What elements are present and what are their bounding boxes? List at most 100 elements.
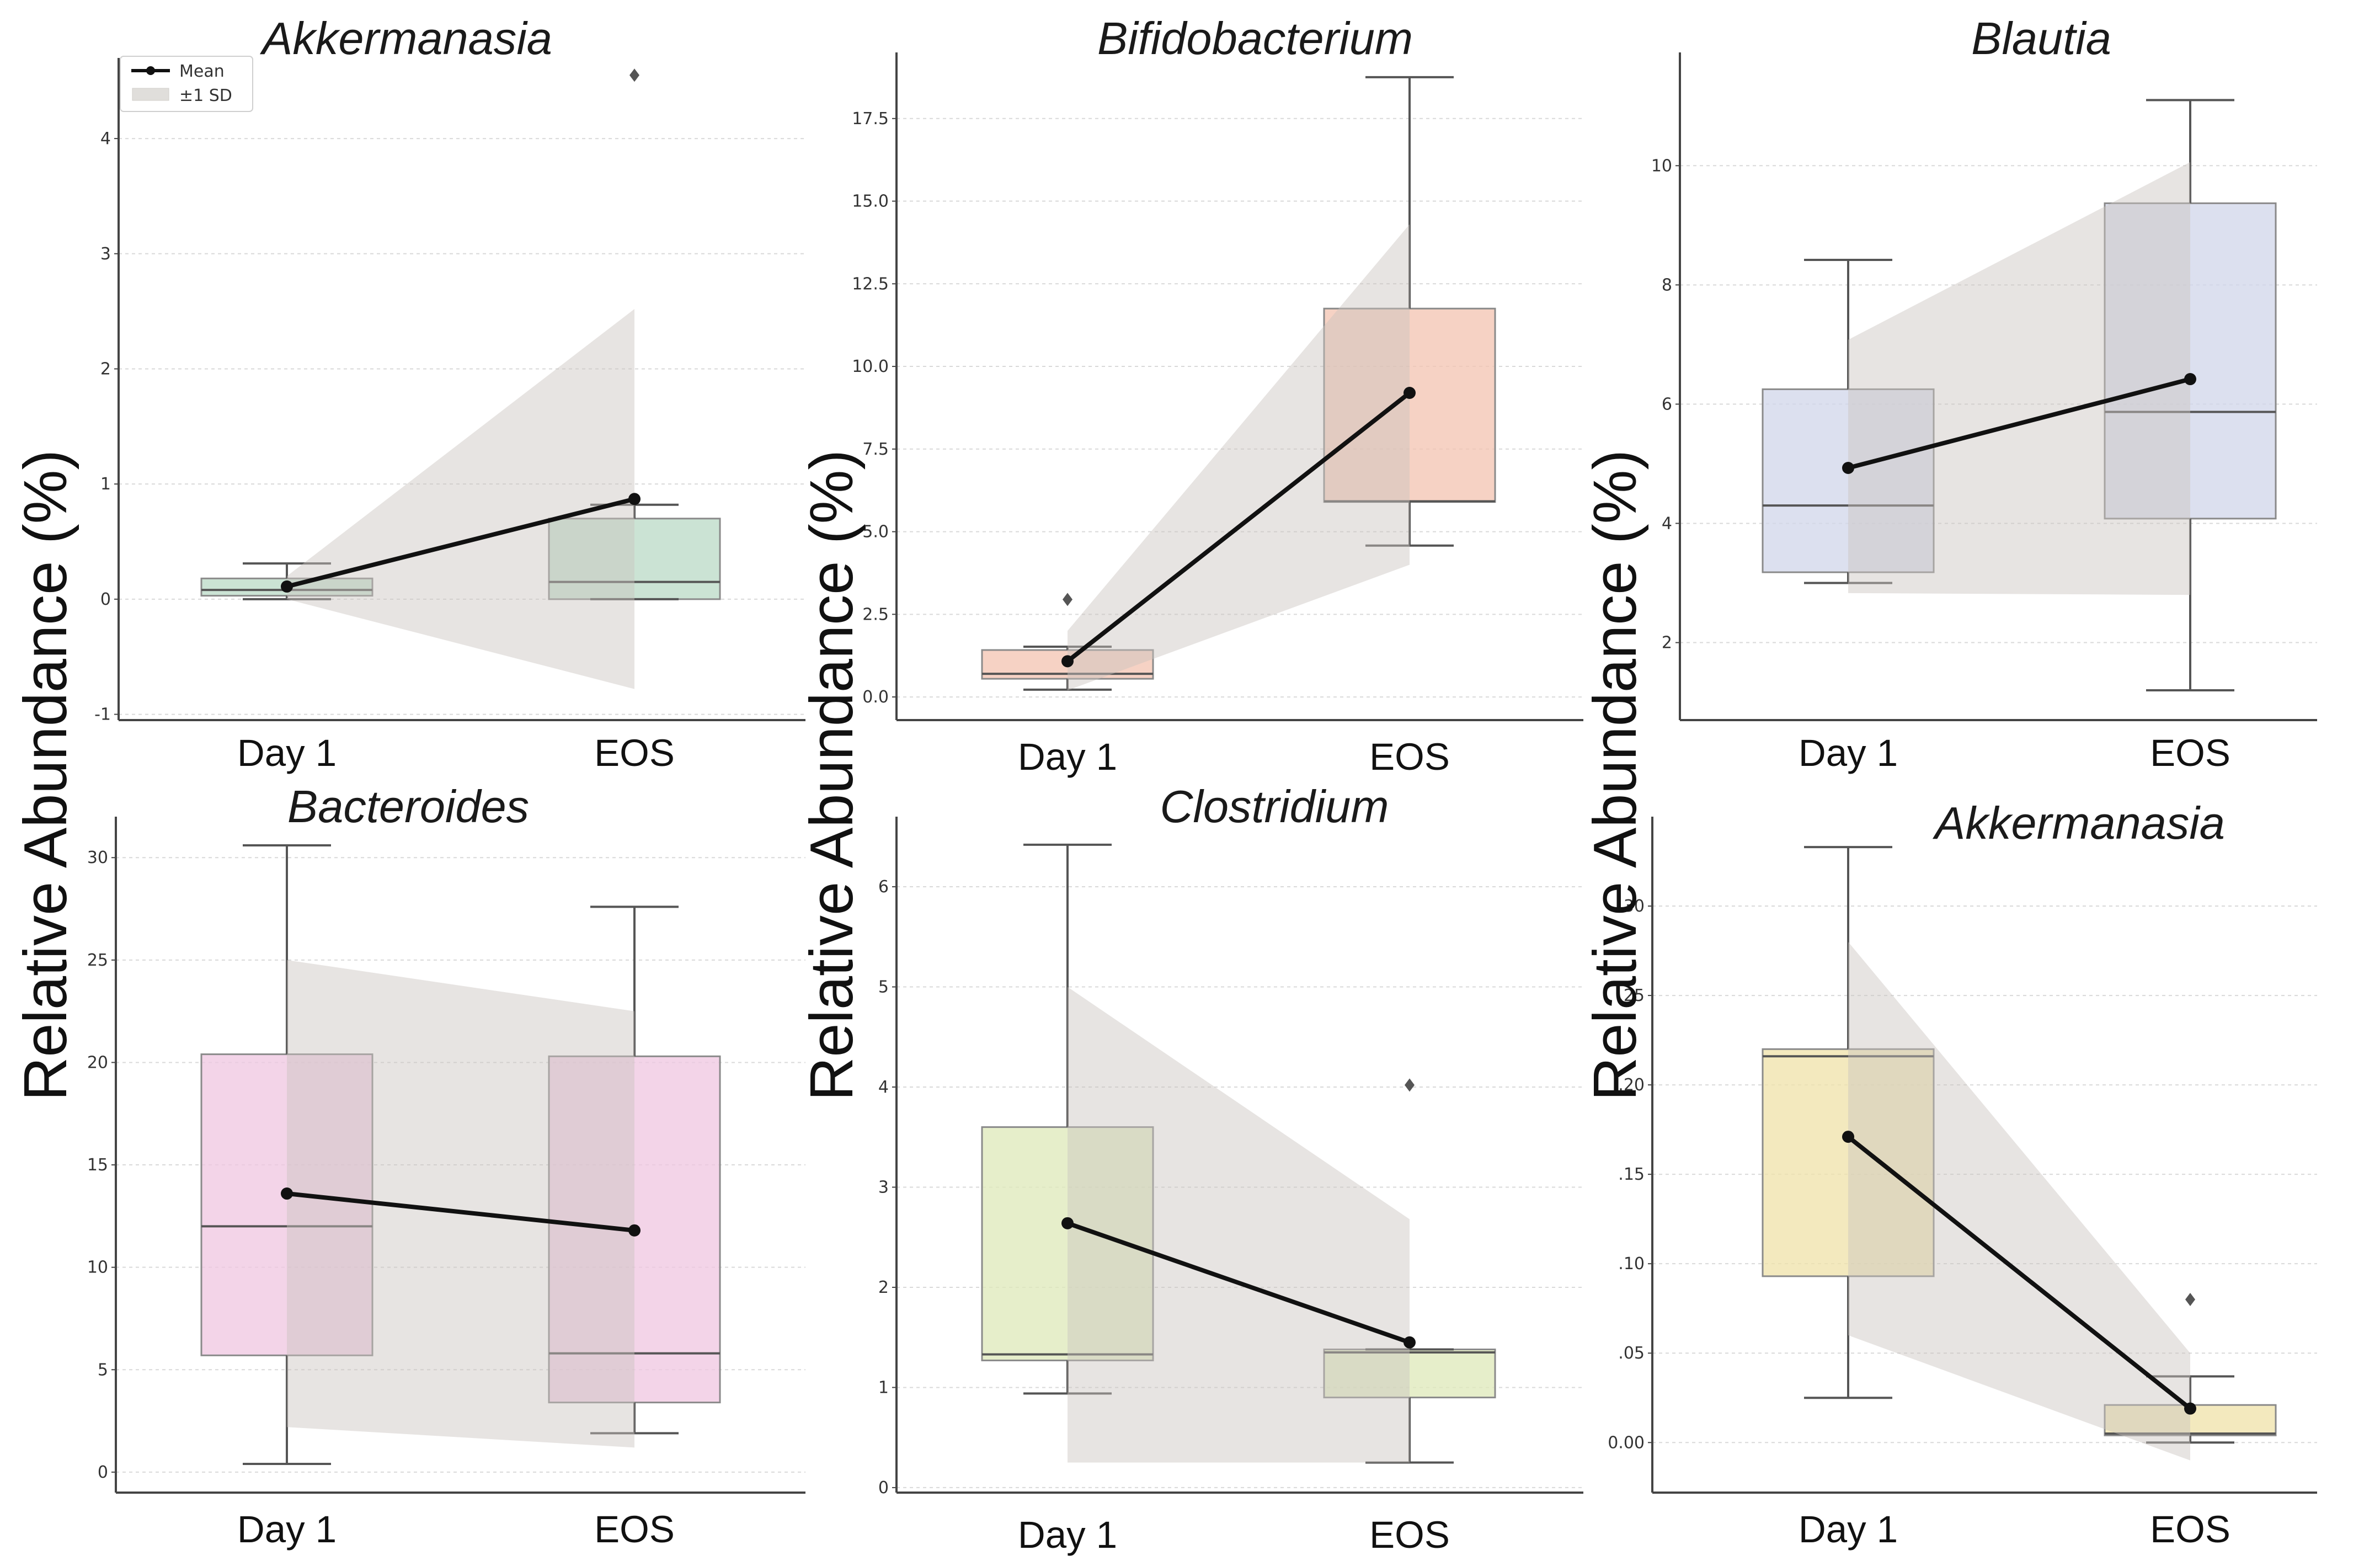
y-axis-label: Relative Abundance (%) xyxy=(1581,450,1649,1101)
y-tick-label: 0 xyxy=(98,1463,108,1482)
y-tick-label: .25 xyxy=(1618,986,1645,1005)
y-tick-label: 0.0 xyxy=(862,688,889,707)
x-category-label: EOS xyxy=(2150,1508,2230,1551)
panel-title: Clostridium xyxy=(1160,781,1389,832)
mean-point xyxy=(1061,1217,1074,1229)
y-tick-label: .15 xyxy=(1618,1165,1645,1184)
y-tick-label: 10 xyxy=(1651,156,1672,175)
sd-band xyxy=(1068,224,1410,691)
mean-point xyxy=(1842,462,1854,475)
y-tick-label: -1 xyxy=(94,705,111,725)
mean-line xyxy=(1066,391,1411,663)
plot-area: 0.0 2.5 5.0 7.5 10.0 12.5 15.0 17.5 Day 1 EOS xyxy=(852,52,1583,778)
panel-akkermanasia-2: 0.00 .05 .10 .15 .20 .25 .30 Day 1 EOS Akkermana… xyxy=(1608,797,2317,1551)
mean-point xyxy=(2184,373,2196,386)
mean-point xyxy=(1404,386,1416,399)
y-tick-label: 0.00 xyxy=(1608,1433,1645,1452)
x-category-label: EOS xyxy=(2150,732,2230,774)
x-category-label: Day 1 xyxy=(237,732,337,774)
x-category-label: Day 1 xyxy=(1018,736,1117,778)
y-tick-label: 0 xyxy=(100,590,111,609)
y-tick-label: 8 xyxy=(1662,275,1672,295)
y-tick-label: 5 xyxy=(878,978,889,997)
x-category-label: EOS xyxy=(594,732,675,774)
sd-band xyxy=(1848,162,2190,595)
y-tick-label: 2 xyxy=(1662,633,1672,653)
mean-point xyxy=(1061,655,1074,668)
y-tick-label: 10.0 xyxy=(852,357,889,376)
y-axis-label: Relative Abundance (%) xyxy=(12,450,79,1101)
panel-bacteroides: 0 5 10 15 20 25 30 Day 1 EOS Bacteroides xyxy=(87,781,805,1551)
x-category-label: Day 1 xyxy=(237,1508,337,1551)
x-category-label: EOS xyxy=(594,1508,675,1551)
y-tick-label: .20 xyxy=(1618,1075,1645,1095)
y-tick-label: 20 xyxy=(87,1053,108,1072)
outlier-point xyxy=(1405,1078,1415,1092)
y-tick-label: 3 xyxy=(100,244,111,264)
y-tick-label: 5.0 xyxy=(862,523,889,542)
y-tick-label: 6 xyxy=(878,877,889,897)
mean-line xyxy=(286,497,635,589)
legend-mean-label: Mean xyxy=(179,62,225,81)
mean-line xyxy=(1847,377,2191,470)
y-tick-label: 15 xyxy=(87,1155,108,1175)
y-tick-label: .10 xyxy=(1618,1254,1645,1274)
x-category-label: Day 1 xyxy=(1018,1514,1117,1556)
y-tick-label: 6 xyxy=(1662,395,1672,414)
y-tick-label: 7.5 xyxy=(862,440,889,459)
panel-title: Bifidobacterium xyxy=(1097,13,1413,64)
legend-mean-marker xyxy=(146,66,155,75)
sd-band xyxy=(287,308,634,689)
mean-point xyxy=(281,1187,293,1200)
x-category-label: EOS xyxy=(1369,1514,1450,1556)
x-category-label: Day 1 xyxy=(1799,732,1898,774)
y-tick-label: 2.5 xyxy=(862,605,889,624)
sd-band xyxy=(1848,941,2190,1461)
mean-point xyxy=(1404,1336,1416,1349)
y-tick-label: 0 xyxy=(878,1478,889,1498)
y-axis-label: Relative Abundance (%) xyxy=(798,450,866,1101)
panel-blautia: 2 4 6 8 10 Day 1 EOS Blautia xyxy=(1651,13,2317,774)
legend-sd-label: ±1 SD xyxy=(179,86,232,105)
y-tick-label: 30 xyxy=(87,848,108,867)
box-eos xyxy=(2104,202,2277,520)
mean-line xyxy=(1847,1134,2192,1410)
x-category-label: EOS xyxy=(1369,736,1450,778)
box-eos xyxy=(548,518,721,600)
plot-area: 0.00 .05 .10 .15 .20 .25 .30 Day 1 EOS xyxy=(1608,817,2317,1551)
y-tick-label: 4 xyxy=(1662,514,1672,533)
mean-point xyxy=(2184,1402,2196,1415)
sd-band xyxy=(1068,987,1410,1463)
box-day1 xyxy=(200,1053,373,1356)
x-category-label: Day 1 xyxy=(1799,1508,1898,1551)
sd-band xyxy=(287,960,634,1448)
plot-area: -1 0 1 2 3 4 Day 1 EOS xyxy=(94,58,805,774)
y-tick-label: 25 xyxy=(87,951,108,970)
mean-point xyxy=(1842,1131,1854,1143)
panel-title: Akkermanasia xyxy=(259,13,552,64)
mean-line xyxy=(1066,1221,1411,1345)
y-tick-label: 1 xyxy=(100,475,111,494)
panel-title: Bacteroides xyxy=(287,781,529,832)
mean-point xyxy=(628,1224,641,1237)
mean-point xyxy=(281,580,293,593)
plot-area: 0 5 10 15 20 25 30 Day 1 EOS xyxy=(87,817,805,1551)
mean-point xyxy=(628,493,641,505)
y-tick-label: 17.5 xyxy=(852,109,889,129)
plot-area: 2 4 6 8 10 Day 1 EOS xyxy=(1651,52,2317,774)
y-tick-label: 4 xyxy=(100,129,111,148)
y-tick-label: 1 xyxy=(878,1378,889,1397)
y-tick-label: 2 xyxy=(878,1278,889,1297)
y-tick-label: 10 xyxy=(87,1258,108,1277)
y-tick-label: .05 xyxy=(1618,1344,1645,1363)
plot-area: 0 1 2 3 4 5 6 Day 1 EOS xyxy=(878,817,1583,1556)
panel-clostridium: 0 1 2 3 4 5 6 Day 1 EOS Clostridium xyxy=(878,781,1583,1556)
outlier-point xyxy=(1063,593,1072,606)
y-tick-label: 12.5 xyxy=(852,274,889,294)
panel-title: Blautia xyxy=(1971,13,2111,64)
box-day1 xyxy=(1762,388,1935,573)
panel-title: Akkermanasia xyxy=(1932,797,2225,849)
y-tick-label: .30 xyxy=(1618,897,1645,916)
